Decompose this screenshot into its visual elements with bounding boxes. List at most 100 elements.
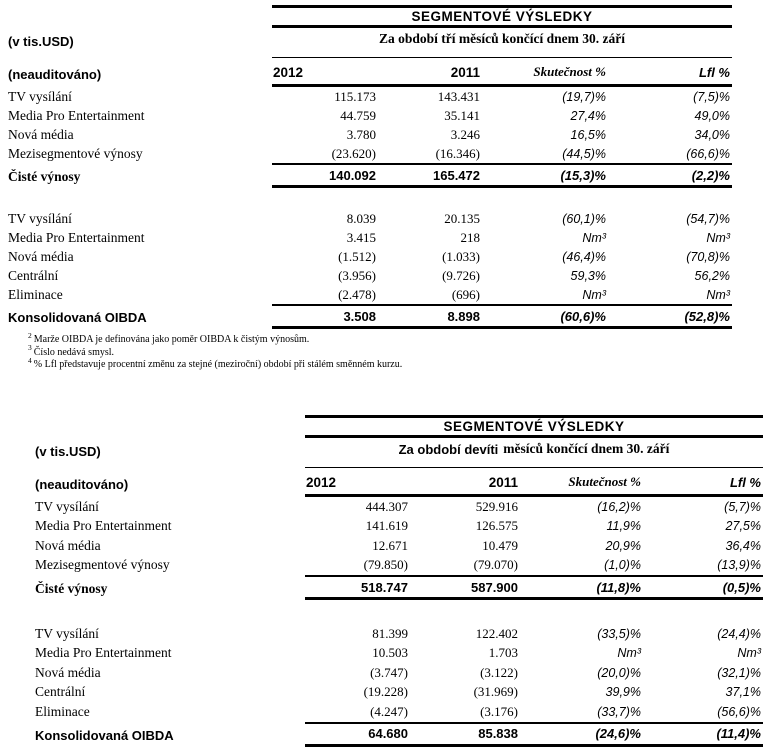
- value-2012: 3.780: [346, 126, 376, 142]
- column-header-row: 2012 2011 Skutečnost % Lfl %: [272, 57, 732, 87]
- value-skutecnost: (33,7)%: [597, 704, 641, 719]
- value-2012: 3.508: [343, 308, 376, 324]
- row-label: Nová média: [8, 248, 74, 264]
- footnote-marker: 4: [28, 355, 32, 365]
- value-skutecnost: Nm³: [617, 646, 641, 661]
- oibda-row-labels: TV vysílání Media Pro Entertainment Nová m…: [35, 624, 301, 722]
- value-lfl: (11,4)%: [716, 726, 761, 741]
- consolidated-oibda-label: Konsolidovaná OIBDA: [8, 310, 147, 325]
- footnotes: 2 Marže OIBDA je definována jako poměr OI…: [28, 330, 728, 372]
- row-label: Media Pro Entertainment: [8, 107, 145, 123]
- table-row: 8.039 20.135 (60,1)% (54,7)%: [272, 209, 732, 228]
- footnote-lfl: 4% Lfl představuje procentní změnu za st…: [28, 355, 728, 372]
- value-skutecnost: 39,9%: [605, 685, 641, 700]
- value-2011: (696): [451, 286, 480, 302]
- oibda-rows: 8.039 20.135 (60,1)% (54,7)% 3.415 218 Nm³ Nm³ (…: [272, 209, 732, 304]
- value-lfl: (7,5)%: [693, 89, 730, 104]
- column-header-skutecnost: Skutečnost %: [533, 64, 606, 79]
- revenue-rows: 115.173 143.431 (19,7)% (7,5)% 44.759 35.141 2…: [272, 87, 732, 163]
- column-header-skutecnost: Skutečnost %: [568, 474, 641, 489]
- value-2011: 165.472: [433, 167, 480, 183]
- table-row: 444.307 529.916 (16,2)% (5,7)%: [305, 497, 763, 517]
- value-skutecnost: (44,5)%: [562, 146, 606, 161]
- value-2012: (19.228): [363, 684, 408, 700]
- value-lfl: (32,1)%: [717, 665, 761, 680]
- net-revenues-label: Čisté výnosy: [8, 168, 81, 184]
- footnote-marker: 2: [28, 330, 32, 340]
- unit-label: (v tis.USD): [35, 444, 101, 459]
- value-lfl: 34,0%: [694, 127, 730, 142]
- value-lfl: Nm³: [706, 287, 730, 302]
- column-header-2012: 2012: [306, 475, 337, 490]
- footnote-marker: 3: [28, 343, 32, 353]
- row-label: Eliminace: [35, 703, 90, 719]
- value-lfl: (56,6)%: [717, 704, 761, 719]
- row-label: Nová média: [35, 664, 101, 680]
- value-2012: 8.039: [346, 210, 376, 226]
- value-skutecnost: 20,9%: [605, 538, 641, 553]
- table-row: (2.478) (696) Nm³ Nm³: [272, 285, 732, 304]
- row-labels-column: (v tis.USD) (neauditováno) TV vysílání Me…: [8, 5, 268, 329]
- row-label: Mezisegmentové výnosy: [35, 557, 170, 573]
- column-header-lfl: Lfl %: [698, 65, 730, 80]
- value-2012: 3.415: [346, 229, 376, 245]
- value-2012: 141.619: [365, 518, 408, 534]
- table-row: (4.247) (3.176) (33,7)% (56,6)%: [305, 702, 763, 722]
- table-row: 44.759 35.141 27,4% 49,0%: [272, 106, 732, 125]
- value-2011: 218: [460, 229, 481, 245]
- table-row: (3.747) (3.122) (20,0)% (32,1)%: [305, 663, 763, 683]
- column-header-2011: 2011: [450, 65, 480, 80]
- value-2012: (2.478): [338, 286, 376, 302]
- value-2011: 8.898: [447, 308, 480, 324]
- value-skutecnost: (19,7)%: [562, 89, 606, 104]
- row-labels-column: (v tis.USD) (neauditováno) TV vysílání Me…: [35, 415, 301, 747]
- column-header-2011: 2011: [488, 475, 518, 490]
- value-2011: (16.346): [435, 145, 480, 161]
- oibda-rows: 81.399 122.402 (33,5)% (24,4)% 10.503 1.703 Nm…: [305, 624, 763, 722]
- value-skutecnost: Nm³: [582, 230, 606, 245]
- footnote-text: Marže OIBDA je definována jako poměr OIB…: [33, 334, 310, 345]
- table-subtitle: Za období tří měsíců končící dnem 30. zá…: [272, 28, 732, 50]
- value-2011: 143.431: [437, 88, 480, 104]
- value-2012: 115.173: [334, 88, 376, 104]
- value-2011: (3.176): [480, 703, 518, 719]
- value-lfl: (13,9)%: [717, 558, 761, 573]
- value-2011: (31.969): [473, 684, 518, 700]
- value-skutecnost: (1,0)%: [604, 558, 641, 573]
- value-lfl: Nm³: [706, 230, 730, 245]
- table-row: (79.850) (79.070) (1,0)% (13,9)%: [305, 556, 763, 576]
- value-skutecnost: (33,5)%: [597, 626, 641, 641]
- value-2012: 444.307: [365, 498, 408, 514]
- table-row: 3.780 3.246 16,5% 34,0%: [272, 125, 732, 144]
- row-label: Nová média: [35, 537, 101, 553]
- value-2012: 81.399: [372, 625, 408, 641]
- value-2012: 64.680: [368, 726, 408, 741]
- value-2012: (3.747): [370, 664, 408, 680]
- column-header-2012: 2012: [273, 65, 304, 80]
- value-lfl: (24,4)%: [717, 626, 761, 641]
- value-2012: (1.512): [338, 248, 376, 264]
- footnote-oibda-margin: 2 Marže OIBDA je definována jako poměr OI…: [28, 330, 728, 347]
- table-row: 3.415 218 Nm³ Nm³: [272, 228, 732, 247]
- revenue-row-labels: TV vysílání Media Pro Entertainment Nová m…: [8, 87, 268, 163]
- value-lfl: 36,4%: [725, 538, 761, 553]
- value-2011: (9.726): [442, 267, 480, 283]
- row-label: Nová média: [8, 126, 74, 142]
- value-skutecnost: (11,8)%: [596, 579, 641, 595]
- value-2012: (4.247): [370, 703, 408, 719]
- value-2011: 587.900: [471, 579, 518, 595]
- value-lfl: 37,1%: [725, 685, 761, 700]
- values-column: SEGMENTOVÉ VÝSLEDKY Za období devíti měs…: [305, 415, 763, 747]
- value-2011: (3.122): [480, 664, 518, 680]
- row-label: TV vysílání: [8, 210, 72, 226]
- value-2011: 1.703: [488, 645, 518, 661]
- value-2012: (23.620): [331, 145, 376, 161]
- value-2012: 10.503: [372, 645, 408, 661]
- value-skutecnost: 11,9%: [606, 519, 641, 534]
- row-label: TV vysílání: [35, 625, 99, 641]
- value-2011: 122.402: [475, 625, 518, 641]
- column-header-row: 2012 2011 Skutečnost % Lfl %: [305, 467, 763, 497]
- value-2011: (1.033): [442, 248, 480, 264]
- consolidated-oibda-total-row: 64.680 85.838 (24,6)% (11,4)%: [305, 721, 763, 747]
- row-label: TV vysílání: [35, 498, 99, 514]
